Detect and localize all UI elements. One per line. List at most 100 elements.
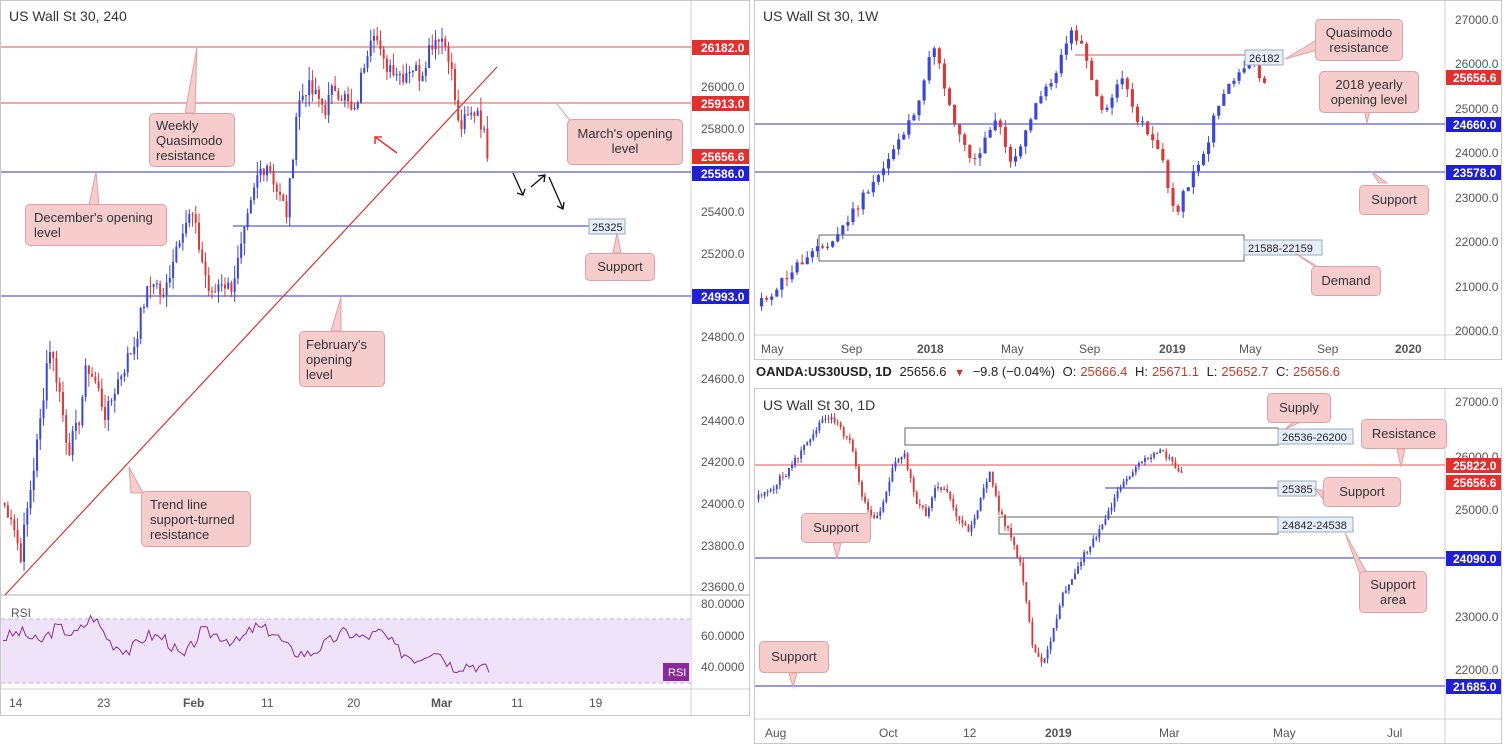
h4-y-tick: 23800.0 xyxy=(701,539,745,553)
badge-25586-text: 25586.0 xyxy=(701,167,745,181)
h4-chart-svg[interactable]: RSI 26000.0 25800.0 25400.0 25200.0 2480… xyxy=(1,1,749,715)
candle-body xyxy=(1013,537,1016,546)
candle-body xyxy=(784,476,787,478)
candle-body xyxy=(1086,551,1089,553)
candle-body xyxy=(907,120,911,135)
candle-body xyxy=(10,517,13,520)
candle-body xyxy=(168,277,171,283)
h4-chart-panel[interactable]: US Wall St 30, 240 RSI 26000.0 25800.0 2… xyxy=(0,0,750,716)
candle-body xyxy=(321,98,324,105)
badge-26182-text: 26182.0 xyxy=(701,41,745,55)
candle-body xyxy=(1151,134,1155,141)
h4-y-tick: 26000.0 xyxy=(701,80,745,94)
candle-body xyxy=(968,145,972,158)
daily-candles xyxy=(757,412,1183,667)
candle-body xyxy=(795,262,799,273)
candle-body xyxy=(775,289,779,297)
candle-body xyxy=(785,278,789,280)
daily-y-tick: 23000.0 xyxy=(1455,610,1499,624)
candle-body xyxy=(894,461,897,469)
candle-body xyxy=(1144,457,1146,462)
badge-25913-text: 25913.0 xyxy=(701,97,745,111)
symbol-info-bar: OANDA:US30USD, 1D 25656.6 ▼ −9.8 (−0.04%… xyxy=(756,364,1344,384)
candle-body xyxy=(282,194,285,202)
candle-body xyxy=(337,91,340,100)
daily-chart-panel[interactable]: US Wall St 30, 1D 27000.0 26000.0 25000.… xyxy=(754,388,1502,744)
candle-body xyxy=(1153,453,1156,458)
info-close-label: C: xyxy=(1276,364,1290,379)
h4-x-tick: 19 xyxy=(589,696,603,710)
candle-body xyxy=(1074,30,1079,41)
candle-body xyxy=(288,178,291,218)
candle-body xyxy=(1201,154,1206,165)
weekly-y-tick: 24000.0 xyxy=(1455,146,1499,160)
candle-body xyxy=(1115,84,1119,98)
candle-body xyxy=(1113,497,1116,508)
weekly-badge-24660 xyxy=(1446,117,1501,132)
candle-body xyxy=(1140,121,1145,123)
candle-body xyxy=(841,225,845,235)
candle-body xyxy=(32,470,35,491)
candle-body xyxy=(240,243,243,258)
candle-body xyxy=(759,297,764,307)
candle-body xyxy=(985,481,988,489)
candle-body xyxy=(805,257,809,265)
candle-body xyxy=(181,233,184,243)
candle-body xyxy=(830,417,833,420)
candle-body xyxy=(815,246,819,252)
candle-body xyxy=(1089,546,1092,552)
candle-body xyxy=(906,453,909,470)
candle-body xyxy=(818,422,821,431)
weekly-demand-box xyxy=(1243,239,1323,256)
candle-body xyxy=(113,393,116,401)
candle-body xyxy=(311,80,314,95)
weekly-x-tick: 2018 xyxy=(917,342,944,356)
candle-body xyxy=(943,489,946,491)
candle-body xyxy=(68,442,71,456)
candle-body xyxy=(780,278,784,290)
h4-x-tick: Feb xyxy=(183,696,204,710)
candle-body xyxy=(803,444,806,451)
daily-x-tick: May xyxy=(1273,726,1296,740)
weekly-chart-svg[interactable]: 27000.0 26000.0 25000.0 24000.0 23000.0 … xyxy=(755,1,1501,359)
h4-candles xyxy=(3,26,489,571)
candle-body xyxy=(74,422,77,431)
candle-body xyxy=(993,120,997,131)
daily-badge-24090 xyxy=(1446,551,1501,566)
candle-body xyxy=(3,503,6,506)
badge-24993 xyxy=(692,289,749,304)
weekly-chart-title: US Wall St 30, 1W xyxy=(763,8,879,24)
candle-body xyxy=(885,491,888,502)
candle-body xyxy=(207,275,210,291)
candle-body xyxy=(129,353,132,355)
candle-body xyxy=(982,488,985,498)
candle-body xyxy=(437,39,440,42)
candle-body xyxy=(220,284,223,286)
candle-body xyxy=(155,283,158,285)
h4-x-tick: 20 xyxy=(347,696,361,710)
info-high-label: H: xyxy=(1134,364,1148,379)
badge-last-price-text: 25656.6 xyxy=(701,150,745,164)
candle-body xyxy=(308,80,311,96)
candle-body xyxy=(1001,511,1003,515)
daily-chart-svg[interactable]: 27000.0 26000.0 25000.0 23000.0 22000.0 … xyxy=(755,389,1501,743)
candle-body xyxy=(1016,545,1019,558)
candle-body xyxy=(1125,478,1128,482)
down-triangle-icon: ▼ xyxy=(954,367,965,379)
candle-body xyxy=(55,358,58,383)
candle-body xyxy=(408,71,411,74)
candle-body xyxy=(940,487,943,490)
candle-body xyxy=(876,175,880,182)
weekly-y-tick: 27000.0 xyxy=(1455,13,1499,27)
weekly-callout-support: Support xyxy=(1359,185,1429,215)
candle-body xyxy=(973,157,977,159)
candle-body xyxy=(402,74,405,83)
daily-x-tick: Aug xyxy=(765,726,786,740)
weekly-chart-panel[interactable]: US Wall St 30, 1W 27000.0 26000.0 25000.… xyxy=(754,0,1502,360)
candle-body xyxy=(379,40,382,50)
daily-badge-25822 xyxy=(1446,458,1501,473)
candle-body xyxy=(897,139,901,150)
candle-body xyxy=(217,284,220,292)
candle-body xyxy=(1107,510,1110,519)
candle-body xyxy=(1095,80,1099,97)
